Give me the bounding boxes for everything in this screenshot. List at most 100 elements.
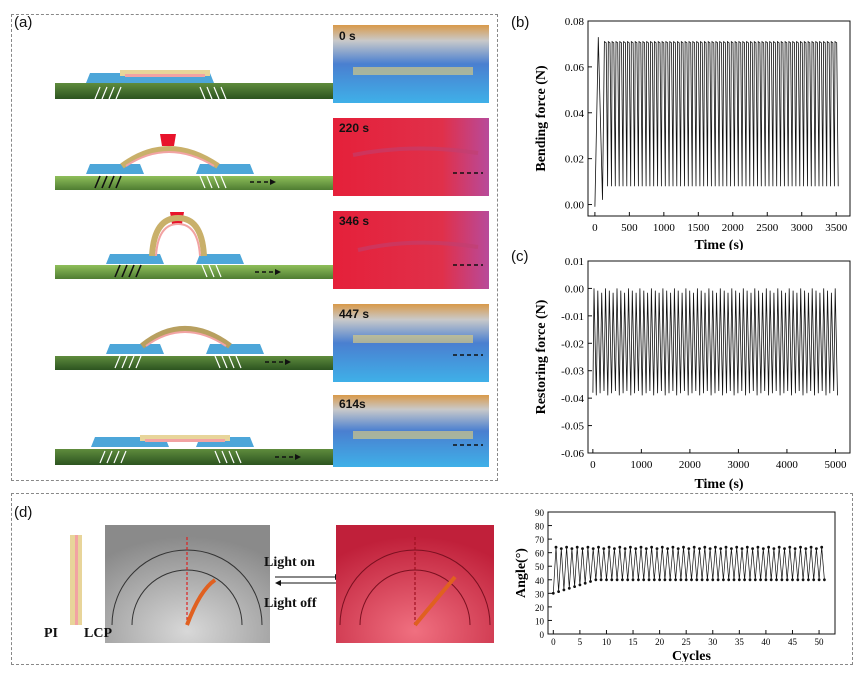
data-point: [772, 547, 776, 550]
data-point: [690, 578, 693, 582]
data-point: [629, 545, 632, 549]
data-point: [671, 545, 675, 549]
data-point: [660, 545, 664, 549]
data-point: [735, 545, 739, 549]
data-point: [823, 578, 826, 582]
x-tick-label: 35: [735, 637, 745, 647]
data-point: [801, 578, 805, 582]
data-point: [820, 545, 824, 549]
photo-346s: [333, 211, 489, 289]
data-point: [567, 586, 571, 590]
label-lcp: LCP: [84, 626, 112, 641]
data-point: [583, 581, 587, 585]
y-tick-label: 0.01: [565, 256, 584, 268]
data-point: [658, 578, 661, 582]
x-tick-label: 40: [761, 637, 771, 647]
data-point: [637, 578, 640, 582]
data-point: [796, 578, 800, 582]
data-point: [761, 547, 765, 550]
y-axis-label: Bending force (N): [534, 65, 549, 172]
y-tick-label: 50: [535, 562, 545, 572]
data-point: [748, 578, 752, 582]
data-point: [607, 545, 611, 549]
data-point: [719, 547, 723, 550]
data-point: [562, 588, 566, 592]
x-tick-label: 0: [551, 637, 556, 647]
x-tick-label: 1000: [653, 222, 676, 234]
x-tick-label: 2000: [679, 459, 702, 471]
x-axis-label: Time (s): [694, 477, 743, 492]
data-point: [679, 578, 683, 582]
y-tick-label: -0.01: [561, 311, 584, 323]
x-tick-label: 50: [815, 637, 825, 647]
data-point: [756, 545, 760, 549]
data-point: [698, 547, 701, 550]
photo-0s: [333, 25, 489, 103]
data-point: [668, 578, 672, 582]
y-tick-label: 60: [535, 549, 545, 559]
x-tick-label: 25: [682, 637, 692, 647]
y-tick-label: 90: [535, 508, 545, 518]
substrate: [55, 83, 333, 99]
data-point: [554, 545, 558, 549]
protractor-on: [336, 525, 494, 643]
y-tick-label: 40: [535, 576, 545, 586]
x-tick-label: 30: [708, 637, 718, 647]
panel-a-schematics: [55, 70, 333, 465]
data-point: [753, 578, 757, 582]
data-point: [655, 547, 659, 550]
y-tick-label: 0: [540, 630, 545, 640]
panel-a-photos: [333, 25, 489, 467]
data-point: [714, 545, 717, 549]
plot-frame: [587, 260, 851, 454]
data-point: [807, 578, 810, 582]
y-tick-label: 80: [535, 522, 545, 532]
panel-d-illustration: [70, 525, 494, 643]
data-point: [706, 578, 709, 582]
timestamp-4: 614s: [339, 397, 366, 411]
label-pi: PI: [44, 626, 58, 641]
data-point: [610, 578, 614, 582]
data-point: [650, 545, 653, 549]
y-tick-label: -0.06: [561, 448, 584, 460]
data-point: [788, 545, 792, 549]
data-point: [557, 590, 560, 593]
data-point: [586, 545, 590, 549]
y-tick-label: 0.02: [565, 154, 584, 166]
data-point: [575, 545, 579, 549]
y-tick-label: 70: [535, 535, 545, 545]
y-tick-label: 30: [535, 589, 545, 599]
data-point: [730, 547, 733, 550]
data-point: [764, 578, 768, 582]
x-tick-label: 15: [629, 637, 639, 647]
data-point: [695, 578, 699, 582]
data-point: [639, 545, 643, 549]
data-point: [743, 578, 746, 582]
photo-447s: [333, 304, 489, 382]
panel-d-label: (d): [14, 504, 33, 521]
data-point: [777, 545, 781, 549]
data-point: [602, 547, 606, 550]
data-point: [740, 547, 744, 550]
x-axis-label: Cycles: [672, 649, 711, 662]
data-point: [703, 545, 707, 549]
data-point: [722, 578, 725, 582]
data-point: [785, 578, 789, 582]
x-tick-label: 5000: [824, 459, 847, 471]
plot-frame: [547, 511, 836, 635]
x-tick-label: 2000: [722, 222, 745, 234]
data-point: [682, 545, 685, 549]
data-point: [631, 578, 635, 582]
data-point: [599, 578, 603, 582]
schematic-row-2: [55, 134, 333, 190]
data-point: [727, 578, 731, 582]
data-point: [684, 578, 688, 582]
data-point: [767, 545, 770, 549]
data-point: [570, 547, 574, 550]
y-axis-label: Restoring force (N): [534, 299, 549, 414]
data-point: [724, 545, 728, 549]
panel-d-frame: [11, 493, 853, 665]
x-axis-label: Time (s): [694, 238, 743, 250]
data-point: [793, 547, 797, 550]
x-tick-label: 10: [602, 637, 612, 647]
